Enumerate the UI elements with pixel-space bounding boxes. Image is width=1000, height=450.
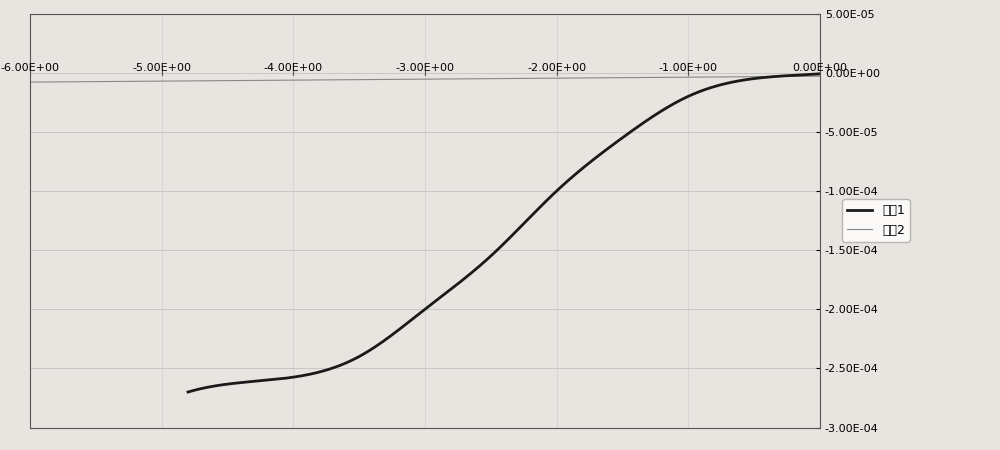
系共2 [24, 79, 36, 85]
系共2 [56, 79, 68, 85]
Text: -4.00E+00: -4.00E+00 [264, 63, 323, 72]
系共2 [747, 74, 759, 79]
系共1 [814, 71, 826, 76]
Line: 系共1: 系共1 [188, 74, 820, 392]
系共1 [726, 80, 738, 85]
系共2 [814, 73, 826, 79]
系共2 [72, 79, 84, 85]
Text: -5.00E+00: -5.00E+00 [132, 63, 191, 72]
Text: -1.00E+00: -1.00E+00 [659, 63, 718, 72]
系共2 [234, 78, 246, 83]
系共1 [566, 175, 578, 180]
系共1 [182, 389, 194, 395]
Text: -2.00E+00: -2.00E+00 [527, 63, 586, 72]
Line: 系共2: 系共2 [30, 76, 820, 82]
Legend: 系共1, 系共2: 系共1, 系共2 [842, 199, 910, 242]
系共2 [774, 74, 786, 79]
Text: -6.00E+00: -6.00E+00 [0, 63, 60, 72]
Text: -3.00E+00: -3.00E+00 [396, 63, 454, 72]
系共1 [549, 190, 561, 195]
系共1 [661, 105, 673, 110]
Text: 0.00E+00: 0.00E+00 [792, 63, 848, 72]
系共2 [171, 78, 183, 84]
系共1 [585, 159, 597, 165]
系共1 [221, 382, 233, 387]
